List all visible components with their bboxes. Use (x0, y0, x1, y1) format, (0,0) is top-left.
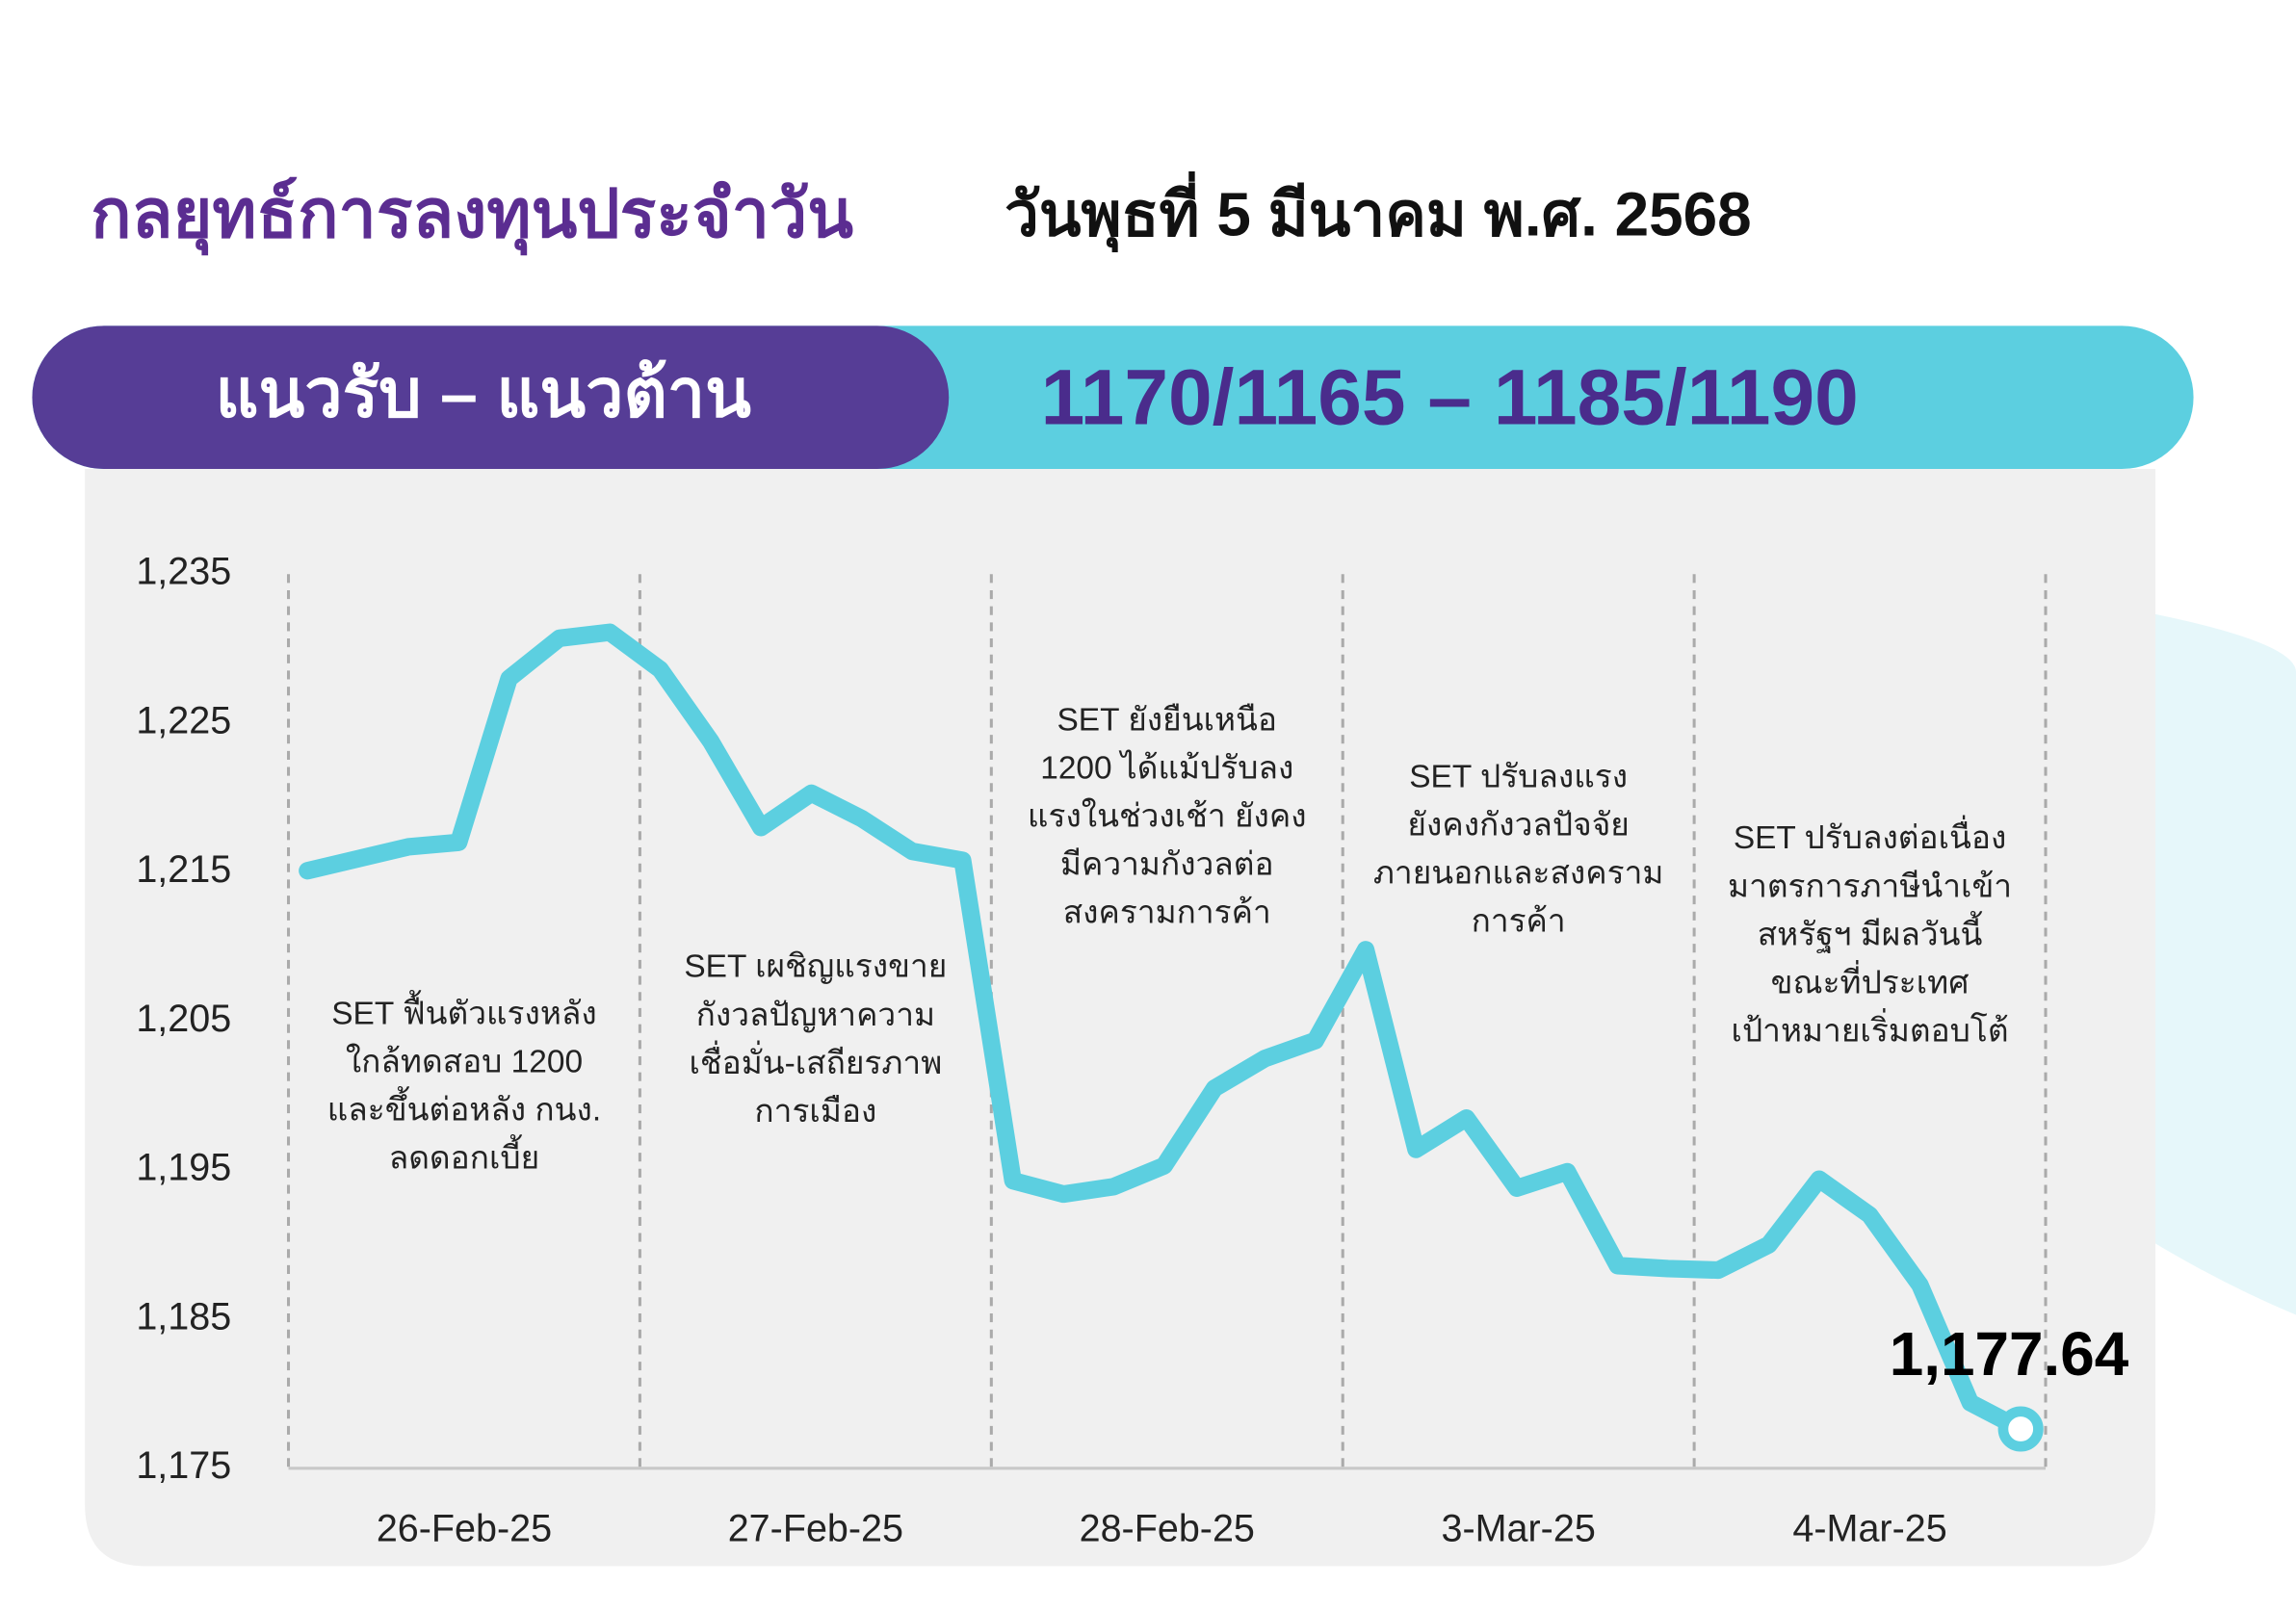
annotation: ยังคงกังวลปัจจัย (1407, 808, 1629, 844)
annotation: 1200 ได้แม้ปรับลง (1040, 749, 1293, 786)
annotation: เป้าหมายเริ่มตอบโต้ (1732, 1008, 2009, 1050)
annotation: สหรัฐฯ มีผลวันนี้ (1758, 910, 1983, 953)
annotation: SET ฟื้นตัวแรงหลัง (331, 989, 596, 1031)
chart: 1,175 1,185 1,195 1,205 1,215 1,225 1,235 26-Fe… (136, 551, 2128, 1550)
annotation: มีความกังวลต่อ (1060, 847, 1274, 883)
annotation: SET เผชิญแรงขาย (684, 949, 947, 985)
annotation: แรงในช่วงเช้า ยังคง (1028, 798, 1307, 835)
annotation: การค้า (1472, 904, 1566, 940)
annotation: ภายนอกและสงคราม (1373, 856, 1664, 892)
annotation: SET ยังยืนเหนือ (1057, 702, 1277, 738)
y-tick-label: 1,195 (136, 1147, 231, 1189)
annotation: มาตรการภาษีนำเข้า (1728, 869, 2012, 904)
y-tick-label: 1,215 (136, 848, 231, 891)
series-line (299, 623, 2030, 1439)
banner-label: แนวรับ – แนวต้าน (215, 356, 751, 431)
y-tick-label: 1,235 (136, 551, 231, 593)
banner-value: 1170/1165 – 1185/1190 (1041, 353, 1859, 441)
annotation: ใกล้ทดสอบ 1200 (346, 1043, 583, 1079)
x-tick-label: 4-Mar-25 (1792, 1508, 1946, 1550)
annotation: การเมือง (754, 1094, 876, 1130)
annotation: เชื่อมั่น-เสถียรภาพ (689, 1040, 942, 1081)
x-tick-label: 27-Feb-25 (728, 1508, 903, 1550)
annotation: สงครามการค้า (1063, 896, 1271, 931)
annotation: กังวลปัญหาความ (696, 998, 935, 1033)
end-marker (1997, 1406, 2044, 1452)
bg-shape (2152, 613, 2296, 1315)
x-tick-label: 28-Feb-25 (1080, 1508, 1255, 1550)
chart-panel (85, 469, 2156, 1567)
annotation: และขึ้นต่อหลัง กนง. (327, 1085, 601, 1128)
x-tick-label: 26-Feb-25 (377, 1508, 552, 1550)
y-tick-label: 1,175 (136, 1444, 231, 1487)
value-label: 1,177.64 (1890, 1319, 2129, 1389)
annotation: ลดดอกเบี้ย (389, 1134, 540, 1177)
annotation: SET ปรับลงต่อเนื่อง (1734, 815, 2006, 856)
date: วันพุธที่ 5 มีนาคม พ.ศ. 2568 (1004, 170, 1752, 252)
y-tick-label: 1,225 (136, 699, 231, 741)
page-title: กลยุทธ์การลงทุนประจำวัน (91, 176, 853, 256)
y-tick-label: 1,205 (136, 998, 231, 1040)
annotation: SET ปรับลงแรง (1409, 760, 1628, 795)
x-tick-label: 3-Mar-25 (1442, 1508, 1596, 1550)
banner-left (32, 325, 950, 470)
annotation: ขณะที่ประเทศ (1771, 959, 1970, 1000)
y-tick-label: 1,185 (136, 1296, 231, 1338)
